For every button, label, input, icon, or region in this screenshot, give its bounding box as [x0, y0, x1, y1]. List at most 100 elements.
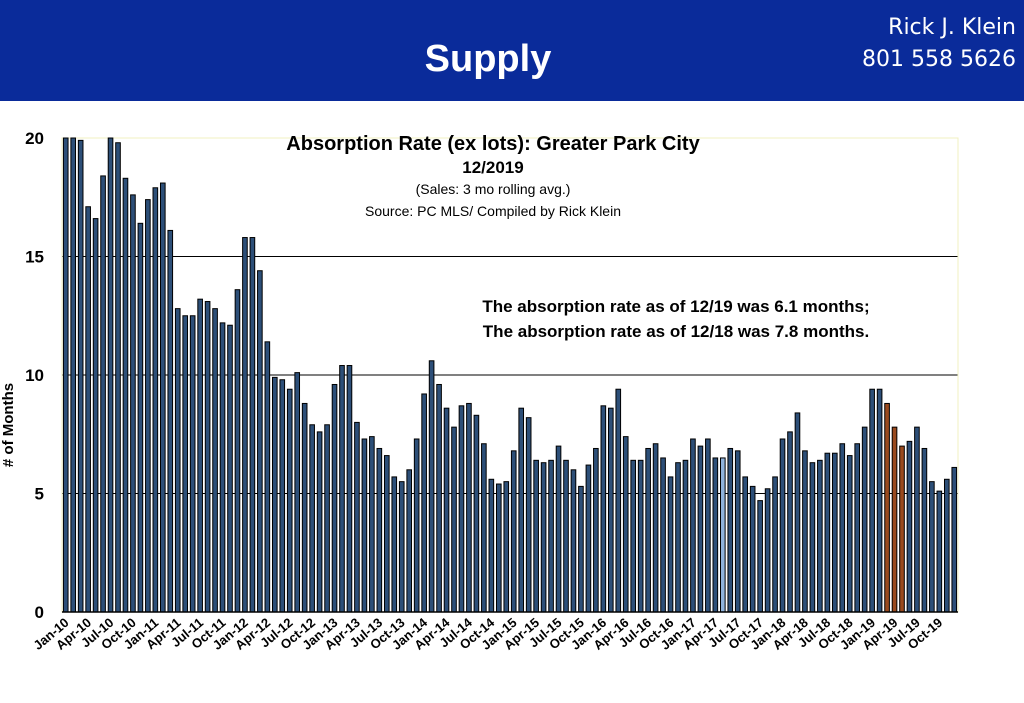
bar-nov-15: [585, 464, 592, 613]
bar-feb-11: [159, 182, 166, 613]
bar-jul-19: [914, 426, 920, 613]
bar-nov-16: [675, 462, 681, 613]
bar-aug-14: [473, 414, 480, 613]
bar-jul-18: [824, 452, 831, 613]
bar-dec-10: [145, 199, 151, 613]
bar-aug-19: [921, 447, 928, 613]
bar-aug-18: [831, 452, 838, 613]
bar-apr-19: [891, 426, 898, 613]
bar-apr-14: [443, 407, 450, 613]
bar-aug-10: [115, 142, 121, 613]
bar-apr-17: [712, 457, 719, 613]
bar-jan-15: [510, 450, 517, 613]
bar-jan-19: [869, 388, 875, 613]
bar-feb-12: [249, 237, 256, 613]
bar-oct-11: [219, 322, 226, 613]
bar-feb-18: [787, 431, 793, 613]
bar-mar-12: [257, 270, 263, 613]
bar-may-19: [899, 445, 905, 613]
bar-apr-18: [802, 450, 808, 613]
bar-sep-11: [212, 308, 218, 613]
bar-jun-10: [100, 175, 106, 613]
bar-jul-17: [734, 450, 741, 613]
y-tick-label-5: 5: [35, 485, 44, 504]
bar-mar-11: [167, 229, 174, 613]
bar-oct-16: [667, 476, 674, 613]
bar-jun-14: [458, 405, 465, 613]
bar-may-15: [540, 462, 547, 613]
bar-mar-18: [794, 412, 801, 613]
bar-nov-11: [227, 324, 233, 613]
bar-jun-19: [906, 440, 913, 613]
annotation-line-1: The absorption rate as of 12/19 was 6.1 …: [482, 297, 869, 316]
bar-jan-17: [690, 438, 696, 613]
bar-sep-16: [660, 457, 666, 613]
annotation-line-2: The absorption rate as of 12/18 was 7.8 …: [483, 322, 869, 341]
bar-oct-10: [130, 194, 136, 613]
header-banner: Supply Rick J. Klein 801 558 5626: [0, 0, 1024, 101]
chart-subtitle: 12/2019: [462, 158, 523, 177]
chart-title: Absorption Rate (ex lots): Greater Park …: [286, 133, 700, 155]
bar-feb-13: [339, 365, 345, 613]
bar-jul-12: [286, 388, 293, 613]
bar-oct-19: [936, 490, 943, 613]
bar-may-12: [271, 376, 278, 613]
bar-sep-12: [301, 402, 308, 613]
bar-jan-11: [152, 187, 159, 613]
bar-sep-10: [122, 177, 129, 613]
bar-jun-15: [548, 459, 554, 613]
bars: [62, 137, 958, 613]
chart-source: Source: PC MLS/ Compiled by Rick Klein: [365, 203, 621, 219]
bar-apr-12: [264, 341, 271, 613]
bar-nov-13: [406, 469, 413, 613]
bar-apr-15: [533, 459, 539, 613]
bar-jan-12: [242, 237, 248, 613]
chart-note: (Sales: 3 mo rolling avg.): [416, 181, 571, 197]
bar-mar-13: [346, 365, 353, 613]
bar-jan-13: [331, 383, 338, 613]
bar-mar-17: [705, 438, 711, 613]
bar-jun-11: [189, 315, 196, 613]
bar-feb-14: [428, 360, 435, 613]
bar-dec-18: [861, 426, 868, 613]
bar-aug-11: [204, 301, 211, 613]
bar-mar-15: [525, 417, 532, 613]
bar-jan-16: [600, 405, 607, 613]
bar-sep-19: [929, 481, 935, 613]
bar-oct-12: [309, 424, 315, 613]
bar-jul-13: [376, 447, 383, 613]
bar-mar-14: [436, 383, 442, 613]
y-axis-label: # of Months: [0, 383, 17, 467]
bar-dec-11: [234, 289, 241, 613]
x-tick-labels: Jan-10Apr-10Jul-10Oct-10Jan-11Apr-11Jul-…: [30, 614, 945, 652]
contact-name: Rick J. Klein: [888, 15, 1016, 40]
bar-sep-17: [749, 485, 756, 613]
bar-may-10: [92, 218, 99, 613]
bar-jul-16: [645, 447, 651, 613]
y-tick-label-20: 20: [25, 129, 44, 148]
bar-jul-11: [197, 298, 203, 613]
bar-oct-15: [578, 485, 584, 613]
bar-may-18: [809, 462, 816, 613]
bar-may-13: [361, 438, 368, 613]
bar-nov-12: [316, 431, 323, 613]
bar-feb-15: [518, 407, 525, 613]
bar-may-11: [182, 315, 189, 613]
slide-title: Supply: [424, 38, 552, 80]
contact-phone: 801 558 5626: [862, 47, 1016, 72]
bar-mar-19: [884, 402, 890, 613]
bar-mar-16: [615, 388, 622, 613]
bar-aug-16: [652, 443, 659, 613]
bar-dec-19: [951, 466, 958, 613]
bar-feb-19: [876, 388, 883, 613]
y-tick-labels: 0 5 10 15 20: [25, 129, 44, 622]
absorption-rate-chart: 0 5 10 15 20 Jan-10Apr-10Jul-10Oct-10Jan-11A…: [0, 129, 959, 653]
bar-apr-16: [622, 436, 629, 613]
bar-jan-14: [421, 393, 427, 613]
bar-aug-15: [563, 459, 569, 613]
bar-aug-17: [742, 476, 749, 613]
bar-jan-10: [62, 137, 69, 613]
bar-feb-10: [70, 137, 77, 613]
bar-nov-14: [495, 483, 502, 613]
bar-jun-12: [279, 379, 286, 613]
